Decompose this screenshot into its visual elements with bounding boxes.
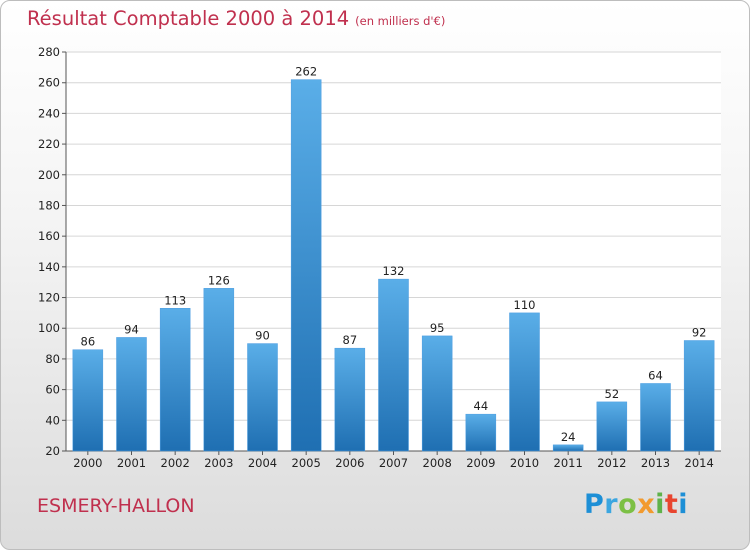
bar-2000 <box>72 349 104 452</box>
x-tick-label-2005: 2005 <box>292 456 321 470</box>
data-label-2007: 132 <box>383 264 405 278</box>
data-label-2001: 94 <box>124 322 139 336</box>
data-label-2011: 24 <box>561 430 576 444</box>
data-label-2014: 92 <box>692 326 707 340</box>
data-label-2006: 87 <box>343 333 358 347</box>
data-label-2008: 95 <box>430 321 445 335</box>
commune-name: ESMERY-HALLON <box>37 495 195 517</box>
bar-2006 <box>334 347 366 452</box>
data-label-2004: 90 <box>255 329 270 343</box>
bar-2005 <box>290 79 322 452</box>
y-tick-label: 140 <box>38 260 60 274</box>
bar-2001 <box>116 337 147 452</box>
y-tick-label: 20 <box>45 444 60 458</box>
x-tick-label-2011: 2011 <box>554 456 583 470</box>
data-label-2003: 126 <box>208 273 230 287</box>
x-tick-label-2014: 2014 <box>685 456 714 470</box>
y-tick-label: 80 <box>45 352 60 366</box>
y-tick-label: 160 <box>38 229 60 243</box>
x-tick-label-2009: 2009 <box>466 456 495 470</box>
y-tick-label: 280 <box>38 45 60 59</box>
y-tick-label: 100 <box>38 321 60 335</box>
x-tick-label-2008: 2008 <box>423 456 452 470</box>
bar-2008 <box>421 335 453 452</box>
chart-title-text: Résultat Comptable 2000 à 2014 <box>27 7 350 30</box>
y-tick-label: 260 <box>38 76 60 90</box>
chart-title: Résultat Comptable 2000 à 2014 (en millie… <box>27 7 445 30</box>
data-label-2010: 110 <box>514 298 536 312</box>
bar-2004 <box>247 343 278 452</box>
y-tick-label: 60 <box>45 383 60 397</box>
data-label-2000: 86 <box>81 335 96 349</box>
x-tick-label-2010: 2010 <box>510 456 539 470</box>
x-tick-label-2002: 2002 <box>161 456 190 470</box>
bar-2010 <box>509 312 540 452</box>
bar-2007 <box>378 278 409 452</box>
x-tick-label-2000: 2000 <box>73 456 102 470</box>
data-label-2013: 64 <box>648 368 663 382</box>
x-tick-label-2004: 2004 <box>248 456 277 470</box>
x-tick-label-2003: 2003 <box>204 456 233 470</box>
y-tick-label: 220 <box>38 137 60 151</box>
bars <box>72 79 715 452</box>
y-tick-label: 240 <box>38 106 60 120</box>
data-label-2009: 44 <box>474 399 489 413</box>
proxiti-logo: Proxiti <box>584 489 689 520</box>
x-tick-label-2001: 2001 <box>117 456 146 470</box>
x-tick-label-2012: 2012 <box>597 456 626 470</box>
bar-2011 <box>552 444 584 452</box>
bar-2002 <box>159 308 191 452</box>
bar-2014 <box>683 340 715 452</box>
labels: 20 40 60 80 100 120 140 160 180 200 220 240 260 280 86… <box>38 45 714 470</box>
x-tick-label-2013: 2013 <box>641 456 670 470</box>
bar-2013 <box>640 383 671 452</box>
x-tick-label-2006: 2006 <box>335 456 364 470</box>
bar-2012 <box>596 401 628 452</box>
bar-2009 <box>465 413 497 452</box>
data-label-2005: 262 <box>295 65 317 79</box>
y-tick-label: 40 <box>45 413 60 427</box>
x-tick-label-2007: 2007 <box>379 456 408 470</box>
y-tick-label: 200 <box>38 168 60 182</box>
data-label-2002: 113 <box>164 293 186 307</box>
data-label-2012: 52 <box>605 387 620 401</box>
y-tick-label: 120 <box>38 291 60 305</box>
chart-unit: (en milliers d'€) <box>355 14 446 28</box>
bar-2003 <box>203 288 235 452</box>
y-tick-label: 180 <box>38 198 60 212</box>
